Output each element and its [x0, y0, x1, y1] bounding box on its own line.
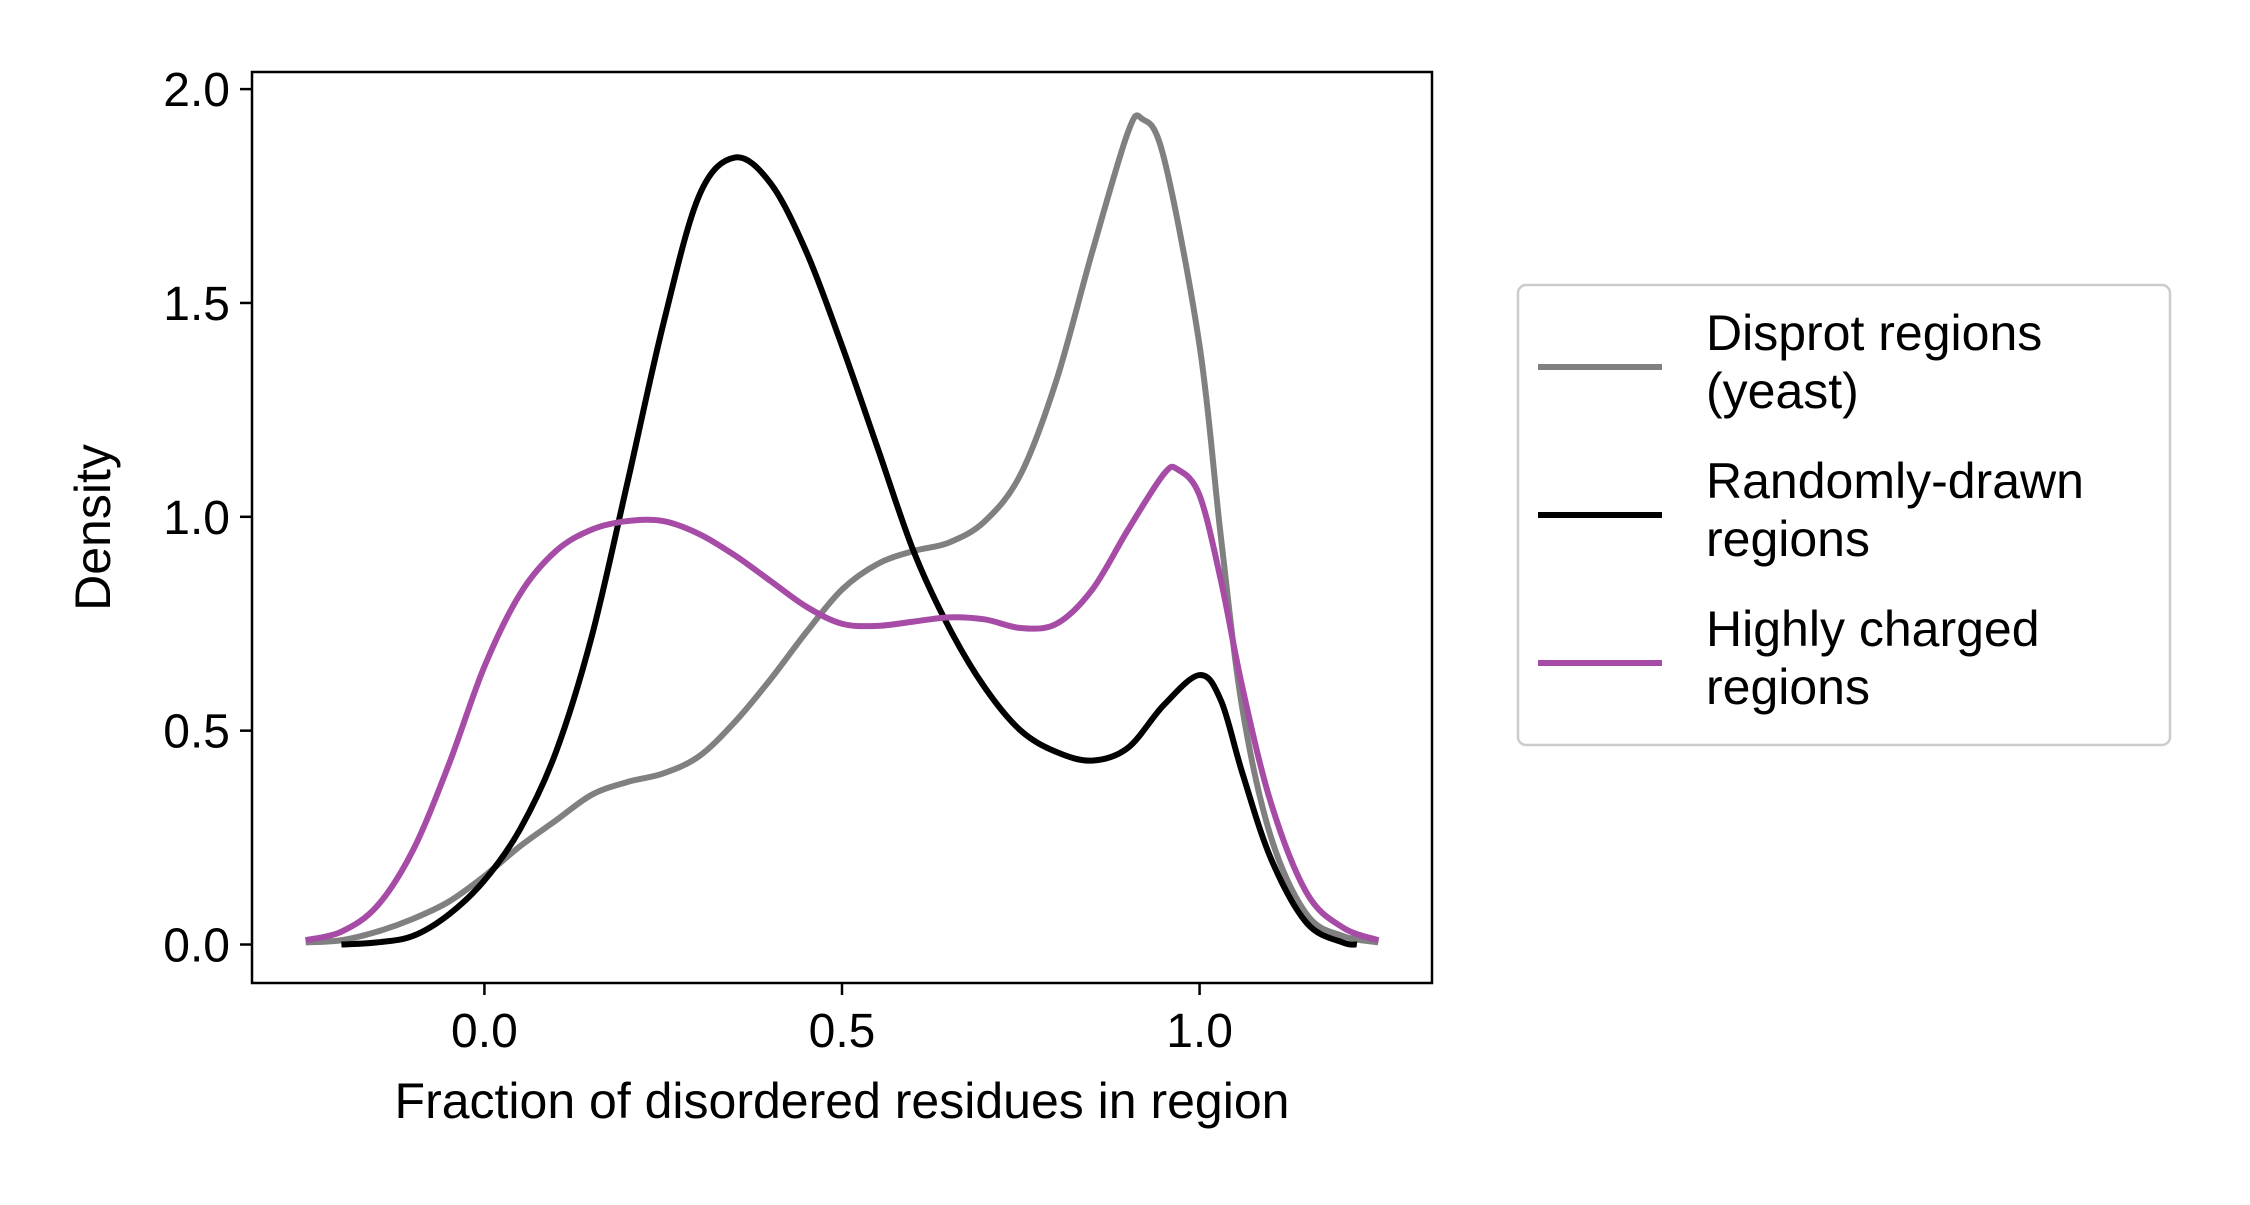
- y-axis: 0.0 0.5 1.0 1.5 2.0: [163, 64, 252, 973]
- y-tick-label: 0.5: [163, 706, 230, 759]
- series-line-0: [305, 112, 1379, 946]
- legend-label-2: Highly charged regions: [1706, 601, 2040, 715]
- plot-frame: [250, 70, 1434, 985]
- series-line-1: [341, 154, 1358, 948]
- legend-label-0: Disprot regions (yeast): [1706, 305, 2042, 419]
- legend-label-1: Randomly-drawn regions: [1706, 453, 2084, 567]
- y-tick-label: 2.0: [163, 64, 230, 117]
- y-axis-label: Density: [65, 444, 121, 611]
- y-tick-label: 0.0: [163, 920, 230, 973]
- legend: Disprot regions (yeast) Randomly-drawn regi…: [1516, 283, 2172, 747]
- y-tick-label: 1.5: [163, 278, 230, 331]
- series-line-2: [304, 463, 1380, 944]
- x-axis: 0.0 0.5 1.0: [451, 983, 1233, 1058]
- x-tick-label: 0.0: [451, 1005, 518, 1058]
- x-tick-label: 0.5: [809, 1005, 876, 1058]
- x-tick-label: 1.0: [1166, 1005, 1233, 1058]
- y-tick-label: 1.0: [163, 492, 230, 545]
- legend-box: [1516, 283, 2172, 747]
- x-axis-label: Fraction of disordered residues in regio…: [395, 1073, 1290, 1129]
- curves-layer: [304, 112, 1380, 948]
